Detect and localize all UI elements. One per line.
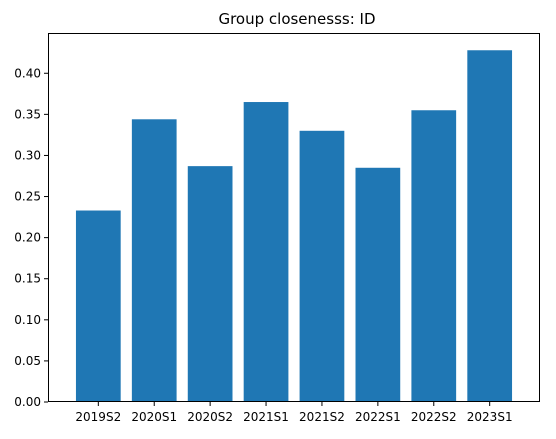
y-tick-label: 0.40 bbox=[14, 66, 41, 80]
x-tick-label: 2021S2 bbox=[299, 410, 345, 424]
y-tick-label: 0.25 bbox=[14, 190, 41, 204]
x-tick-label: 2022S2 bbox=[411, 410, 457, 424]
bar-2023S1 bbox=[467, 50, 513, 402]
x-tick-label: 2022S1 bbox=[355, 410, 401, 424]
chart-title: Group closenesss: ID bbox=[218, 10, 375, 28]
bar-2019S2 bbox=[75, 210, 121, 402]
y-tick-label: 0.10 bbox=[14, 313, 41, 327]
x-tick-label: 2020S1 bbox=[131, 410, 177, 424]
bar-group bbox=[75, 50, 513, 403]
y-tick-label: 0.15 bbox=[14, 272, 41, 286]
y-axis: 0.00 0.05 0.10 0.15 0.20 0.25 0.30 0.35 0.40 bbox=[14, 66, 48, 409]
y-tick-label: 0.05 bbox=[14, 354, 41, 368]
x-axis: 2019S2 2020S1 2020S2 2021S1 2021S2 2022S1 2022… bbox=[75, 402, 513, 424]
bar-2021S2 bbox=[299, 130, 345, 402]
y-tick-label: 0.20 bbox=[14, 231, 41, 245]
x-tick-label: 2019S2 bbox=[75, 410, 121, 424]
y-tick-label: 0.00 bbox=[14, 395, 41, 409]
bar-2020S1 bbox=[131, 119, 177, 403]
plot-frame bbox=[48, 33, 540, 402]
bar-2021S1 bbox=[243, 102, 289, 402]
bar-2020S2 bbox=[187, 166, 233, 402]
x-tick-label: 2023S1 bbox=[467, 410, 513, 424]
bar-2022S1 bbox=[355, 167, 401, 402]
x-tick-label: 2020S2 bbox=[187, 410, 233, 424]
bar-2022S2 bbox=[411, 110, 457, 402]
y-tick-label: 0.30 bbox=[14, 148, 41, 162]
y-tick-label: 0.35 bbox=[14, 107, 41, 121]
x-tick-label: 2021S1 bbox=[243, 410, 289, 424]
